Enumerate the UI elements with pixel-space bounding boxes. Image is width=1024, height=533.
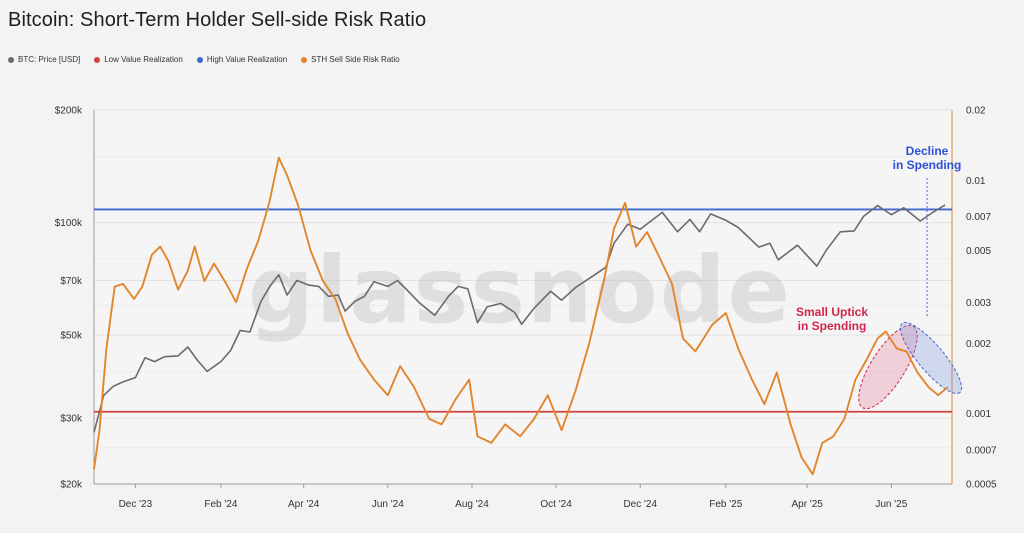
y-left-tick-3: $70k — [60, 276, 83, 287]
y-left-tick-1: $30k — [60, 414, 83, 425]
x-tick-9: Jun '25 — [875, 499, 907, 510]
x-tick-8: Apr '25 — [791, 499, 823, 510]
legend-item-sth-ratio[interactable]: STH Sell Side Risk Ratio — [301, 55, 400, 64]
decline-highlight-ellipse — [899, 322, 963, 394]
x-tick-7: Feb '25 — [709, 499, 742, 510]
y-left-tick-4: $100k — [55, 218, 83, 229]
legend: BTC: Price [USD] Low Value Realization H… — [8, 55, 400, 64]
uptick-highlight-ellipse — [858, 324, 918, 410]
x-tick-2: Apr '24 — [288, 499, 320, 510]
y-right-tick-3: 0.002 — [966, 339, 991, 350]
uptick-annotation-text-1: in Spending — [798, 319, 867, 333]
y-right-tick-6: 0.007 — [966, 212, 991, 223]
x-tick-0: Dec '23 — [119, 499, 153, 510]
y-right-tick-2: 0.001 — [966, 409, 991, 420]
y-right-tick-1: 0.0007 — [966, 445, 997, 456]
legend-swatch-low-value — [94, 56, 101, 63]
uptick-annotation-text-0: Small Uptick — [796, 305, 868, 319]
x-tick-1: Feb '24 — [204, 499, 237, 510]
legend-item-low-value[interactable]: Low Value Realization — [94, 55, 183, 64]
legend-swatch-btc-price — [8, 56, 14, 63]
y-left-tick-5: $200k — [55, 106, 83, 117]
y-right-tick-0: 0.0005 — [966, 480, 997, 491]
watermark: glassnode — [248, 237, 792, 344]
y-right-tick-5: 0.005 — [966, 246, 991, 257]
y-left-tick-0: $20k — [60, 480, 83, 491]
decline-annotation-text-1: in Spending — [893, 158, 962, 172]
legend-label-btc-price: BTC: Price [USD] — [18, 55, 81, 64]
legend-label-sth-ratio: STH Sell Side Risk Ratio — [311, 55, 400, 64]
x-tick-6: Dec '24 — [623, 499, 657, 510]
legend-label-high-value: High Value Realization — [206, 55, 288, 64]
x-tick-5: Oct '24 — [540, 499, 572, 510]
x-tick-4: Aug '24 — [455, 499, 489, 510]
legend-label-low-value: Low Value Realization — [104, 55, 183, 64]
legend-swatch-sth-ratio — [301, 56, 308, 63]
series-line-1 — [93, 156, 949, 476]
legend-item-btc-price[interactable]: BTC: Price [USD] — [8, 55, 80, 64]
y-right-tick-7: 0.01 — [966, 176, 986, 187]
x-tick-3: Jun '24 — [372, 499, 404, 510]
legend-item-high-value[interactable]: High Value Realization — [196, 55, 288, 64]
y-right-tick-8: 0.02 — [966, 106, 986, 117]
chart-title: Bitcoin: Short-Term Holder Sell-side Ris… — [8, 9, 427, 31]
legend-swatch-high-value — [196, 56, 203, 63]
y-left-tick-2: $50k — [60, 331, 83, 342]
decline-annotation-text-0: Decline — [906, 144, 949, 158]
series-line-0 — [93, 204, 946, 433]
y-right-tick-4: 0.003 — [966, 298, 991, 309]
